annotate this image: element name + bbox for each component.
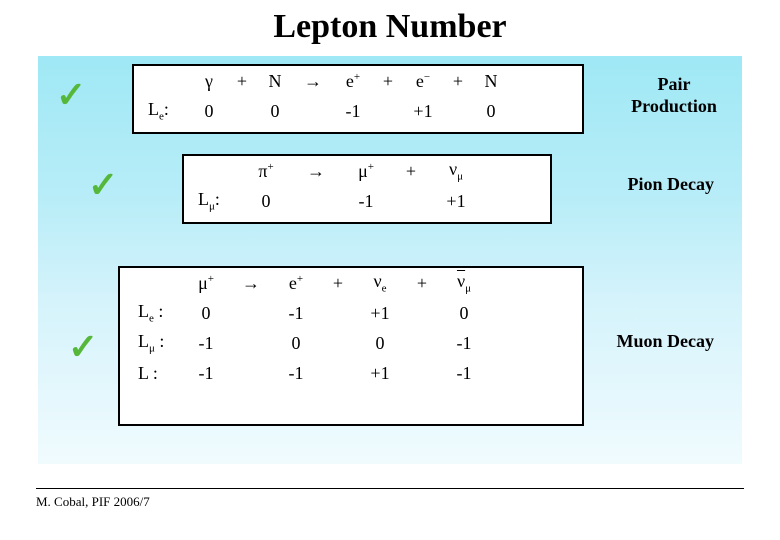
ln-cell: -1: [440, 333, 488, 354]
equation-row: γ + N → e+ + e− + N: [134, 66, 582, 96]
ln-cell: 0: [240, 191, 292, 212]
ln-cell: +1: [356, 363, 404, 384]
arrow-icon: →: [292, 161, 340, 182]
leptonnum-row: Le: 0 0 -1 +1 0: [134, 96, 582, 126]
check-icon: ✓: [68, 326, 98, 368]
ln-cell: 0: [272, 333, 320, 354]
eq-cell: N: [472, 71, 510, 92]
process-label-pair: Pair Production: [624, 74, 724, 117]
footer-divider: [36, 488, 744, 489]
eq-cell: N: [256, 71, 294, 92]
arrow-icon: →: [230, 273, 272, 294]
ln-cell: 0: [182, 303, 230, 324]
footer-text: M. Cobal, PIF 2006/7: [36, 494, 150, 510]
ln-cell: -1: [272, 303, 320, 324]
ln-cell: 0: [472, 101, 510, 122]
eq-cell: γ: [190, 71, 228, 92]
slide-title: Lepton Number: [0, 0, 780, 50]
ln-cell: +1: [402, 101, 444, 122]
eq-cell: +: [320, 273, 356, 294]
row-label: Lμ :: [130, 331, 182, 355]
ln-cell: -1: [272, 363, 320, 384]
check-icon: ✓: [88, 164, 118, 206]
eq-cell: νe: [356, 271, 404, 295]
row-label: Le:: [144, 99, 190, 123]
eq-cell: νμ: [430, 159, 482, 183]
content-panel: ✓ Pair Production γ + N → e+ + e− + N Le…: [38, 56, 742, 464]
process-label-pion: Pion Decay: [628, 174, 714, 196]
ln-cell: +1: [356, 303, 404, 324]
ln-cell: 0: [440, 303, 488, 324]
ln-cell: 0: [356, 333, 404, 354]
eq-cell: e+: [272, 273, 320, 294]
eq-cell: +: [404, 273, 440, 294]
leptonnum-row: Lμ: 0 -1 +1: [184, 186, 550, 216]
eq-cell: +: [374, 71, 402, 92]
equation-box-muon: μ+ → e+ + νe + νμ Le : 0 -1 +1 0 Lμ : -1…: [118, 266, 584, 426]
eq-cell: νμ: [440, 271, 488, 295]
row-label: Lμ:: [194, 189, 240, 213]
equation-box-pion: π+ → μ+ + νμ Lμ: 0 -1 +1: [182, 154, 552, 224]
ln-cell: -1: [332, 101, 374, 122]
row-label: Le :: [130, 301, 182, 325]
eq-cell: +: [444, 71, 472, 92]
eq-cell: +: [228, 71, 256, 92]
check-icon: ✓: [56, 74, 86, 116]
equation-row: μ+ → e+ + νe + νμ: [120, 268, 582, 298]
ln-cell: +1: [430, 191, 482, 212]
leptonnum-row: Lμ : -1 0 0 -1: [120, 328, 582, 358]
equation-box-pair: γ + N → e+ + e− + N Le: 0 0 -1 +1 0: [132, 64, 584, 134]
eq-cell: μ+: [182, 273, 230, 294]
leptonnum-row: L : -1 -1 +1 -1: [120, 358, 582, 388]
ln-cell: -1: [182, 363, 230, 384]
eq-cell: e+: [332, 71, 374, 92]
eq-cell: e−: [402, 71, 444, 92]
leptonnum-row: Le : 0 -1 +1 0: [120, 298, 582, 328]
eq-cell: +: [392, 161, 430, 182]
eq-cell: π+: [240, 161, 292, 182]
eq-cell: μ+: [340, 161, 392, 182]
process-label-muon: Muon Decay: [617, 331, 715, 353]
ln-cell: -1: [440, 363, 488, 384]
ln-cell: -1: [182, 333, 230, 354]
ln-cell: 0: [256, 101, 294, 122]
equation-row: π+ → μ+ + νμ: [184, 156, 550, 186]
ln-cell: 0: [190, 101, 228, 122]
arrow-icon: →: [294, 71, 332, 92]
ln-cell: -1: [340, 191, 392, 212]
row-label: L :: [130, 363, 182, 384]
